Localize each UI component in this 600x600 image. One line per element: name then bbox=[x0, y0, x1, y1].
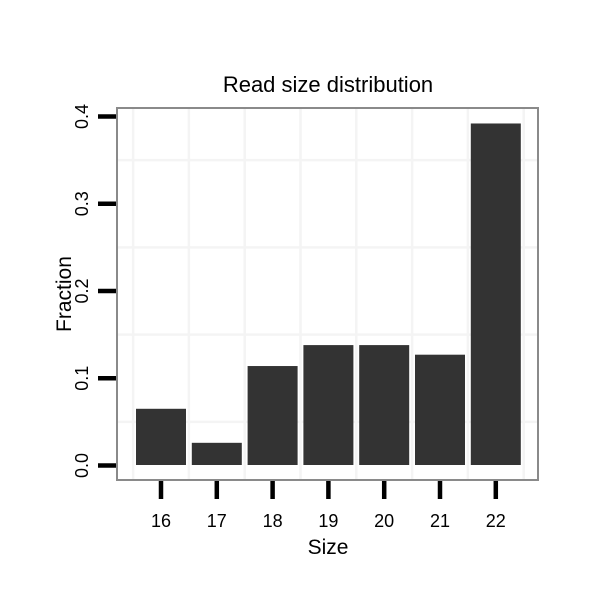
chart-title: Read size distribution bbox=[223, 72, 433, 97]
x-tick-label: 18 bbox=[263, 511, 283, 531]
y-tick-label: 0.4 bbox=[72, 104, 92, 129]
x-tick-label: 19 bbox=[318, 511, 338, 531]
bar-size-20 bbox=[359, 345, 410, 465]
bar-size-16 bbox=[136, 408, 186, 465]
x-tick-label: 17 bbox=[207, 511, 227, 531]
x-tick-label: 16 bbox=[151, 511, 171, 531]
bar-series bbox=[136, 123, 521, 465]
x-tick-label: 22 bbox=[486, 511, 506, 531]
y-tick-label: 0.1 bbox=[72, 366, 92, 391]
x-axis-ticks: 16 17 18 19 20 21 22 bbox=[151, 481, 506, 531]
x-tick-label: 21 bbox=[430, 511, 450, 531]
bar-size-19 bbox=[303, 345, 354, 465]
bar-size-17 bbox=[191, 442, 242, 465]
y-axis-ticks: 0.0 0.1 0.2 0.3 0.4 bbox=[72, 104, 116, 478]
x-tick-label: 20 bbox=[374, 511, 394, 531]
y-tick-label: 0.2 bbox=[72, 278, 92, 303]
y-tick-label: 0.0 bbox=[72, 453, 92, 478]
bar-size-18 bbox=[247, 366, 298, 465]
x-axis-title: Size bbox=[308, 536, 349, 559]
bar-size-22 bbox=[470, 123, 521, 465]
y-tick-label: 0.3 bbox=[72, 191, 92, 216]
bar-size-21 bbox=[415, 354, 465, 465]
plot-panel-border bbox=[116, 107, 539, 481]
y-axis-title: Fraction bbox=[53, 256, 76, 332]
